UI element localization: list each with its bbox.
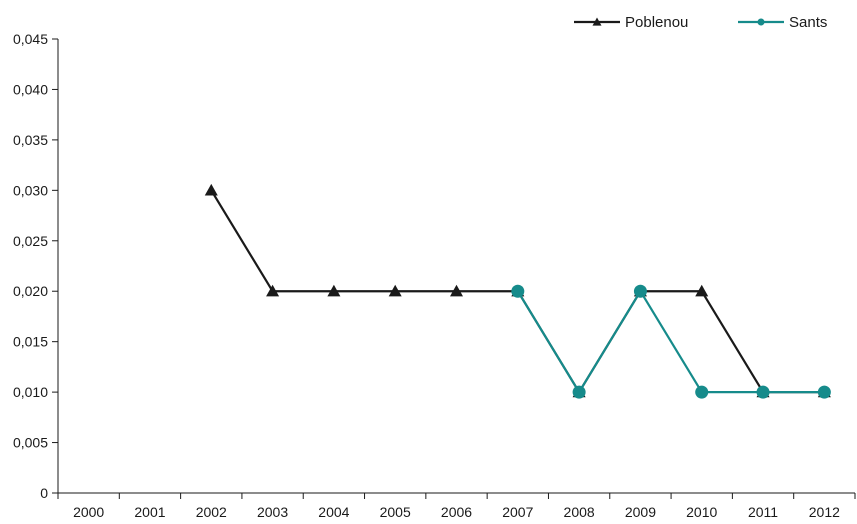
data-point-circle [511, 284, 525, 298]
y-tick-label: 0,045 [13, 31, 48, 47]
y-tick-label: 0 [40, 485, 48, 501]
data-point-circle [633, 284, 647, 298]
legend-label: Sants [789, 14, 827, 31]
data-point-triangle [327, 284, 341, 297]
x-tick-label: 2007 [502, 504, 533, 520]
data-point-triangle [204, 183, 218, 196]
data-point-triangle [266, 284, 280, 297]
series-sants [511, 284, 831, 399]
y-tick-label: 0,025 [13, 233, 48, 249]
data-point-triangle [450, 284, 463, 297]
y-tick-label: 0,040 [13, 81, 48, 97]
data-point-triangle [388, 284, 402, 297]
data-point-circle [817, 385, 831, 399]
x-tick-label: 2002 [196, 504, 227, 520]
data-point-triangle [695, 284, 709, 297]
data-point-circle [756, 385, 770, 399]
x-tick-label: 2010 [686, 504, 717, 520]
x-tick-label: 2004 [318, 504, 349, 520]
legend: Poblenou Sants [574, 14, 827, 31]
data-point-circle [572, 385, 586, 399]
series-line [516, 290, 825, 394]
y-tick-label: 0,035 [13, 132, 48, 148]
x-tick-label: 2005 [380, 504, 411, 520]
x-axis-ticks: 2000 2001 2002 2003 2004 2005 2006 2007 2008 2009… [57, 493, 856, 520]
x-tick-label: 2011 [748, 504, 778, 520]
x-tick-label: 2000 [73, 504, 104, 520]
series-layer [204, 183, 831, 399]
axes [52, 39, 855, 494]
y-axis-ticks: 0 0,005 0,010 0,015 0,020 0,025 0,030 0,035 0,04… [13, 31, 58, 501]
data-point-circle [695, 385, 709, 399]
x-tick-label: 2008 [564, 504, 595, 520]
x-tick-label: 2009 [625, 504, 656, 520]
legend-label: Poblenou [625, 14, 688, 31]
x-tick-label: 2003 [257, 504, 288, 520]
y-tick-label: 0,030 [13, 182, 48, 198]
legend-marker-triangle [592, 17, 602, 26]
y-tick-label: 0,010 [13, 384, 48, 400]
x-tick-label: 2012 [809, 504, 840, 520]
legend-marker-circle [757, 18, 765, 26]
x-tick-label: 2006 [441, 504, 472, 520]
y-tick-label: 0,005 [13, 435, 48, 451]
x-tick-label: 2001 [134, 504, 165, 520]
y-tick-label: 0,015 [13, 334, 48, 350]
y-tick-label: 0,020 [13, 283, 48, 299]
